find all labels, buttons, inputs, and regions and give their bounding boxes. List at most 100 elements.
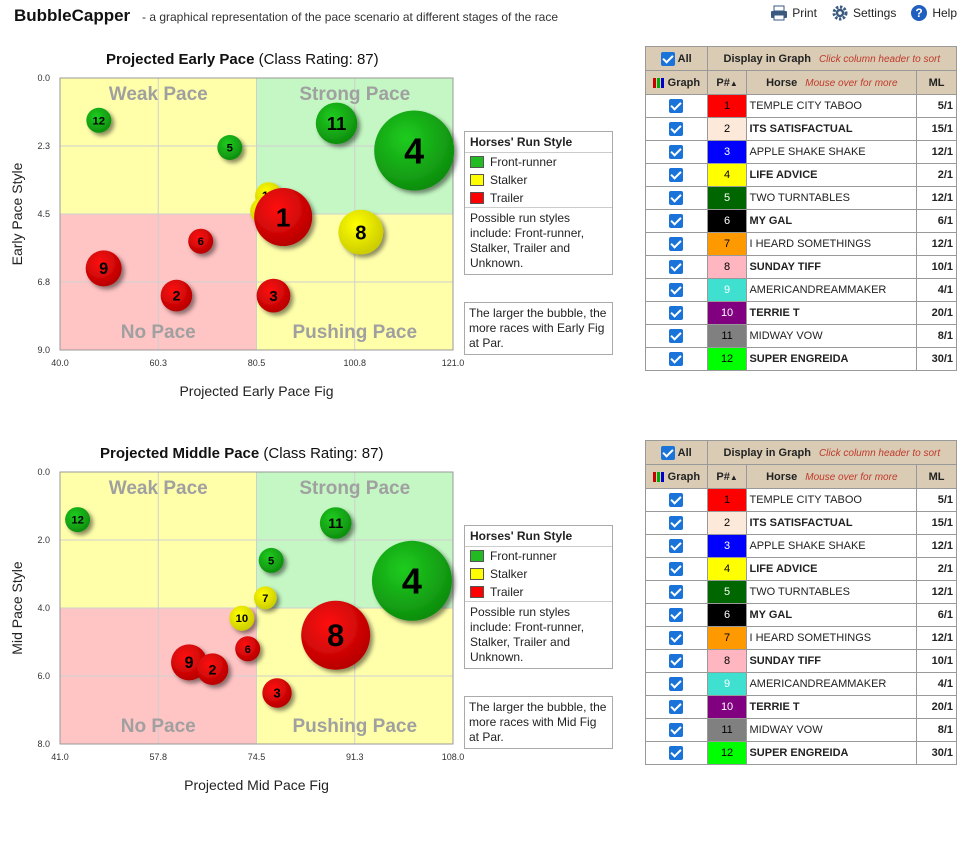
bubble-horse-9[interactable]: 9 bbox=[85, 250, 122, 287]
horse-name[interactable]: TWO TURNTABLES bbox=[746, 580, 918, 604]
bubble[interactable] bbox=[262, 678, 292, 708]
display-checkbox[interactable] bbox=[669, 99, 684, 113]
bubble-horse-3[interactable]: 3 bbox=[256, 278, 291, 313]
bubble[interactable] bbox=[338, 209, 384, 255]
horse-name[interactable]: SUNDAY TIFF bbox=[746, 649, 918, 673]
bubble-horse-5[interactable]: 5 bbox=[217, 135, 243, 161]
display-checkbox[interactable] bbox=[669, 352, 684, 366]
display-checkbox-cell[interactable] bbox=[645, 94, 708, 118]
display-checkbox[interactable] bbox=[669, 214, 684, 228]
bubble-horse-11[interactable]: 11 bbox=[315, 102, 358, 145]
bubble-horse-3[interactable]: 3 bbox=[262, 678, 292, 708]
display-checkbox-cell[interactable] bbox=[645, 626, 708, 650]
display-checkbox[interactable] bbox=[669, 723, 684, 737]
horse-name[interactable]: AMERICANDREAMMAKER bbox=[746, 278, 918, 302]
display-checkbox-cell[interactable] bbox=[645, 741, 708, 765]
display-checkbox-cell[interactable] bbox=[645, 695, 708, 719]
bubble-horse-8[interactable]: 8 bbox=[338, 209, 384, 255]
display-checkbox[interactable] bbox=[669, 562, 684, 576]
bubble-horse-2[interactable]: 2 bbox=[196, 653, 229, 685]
display-checkbox-cell[interactable] bbox=[645, 163, 708, 187]
display-checkbox-cell[interactable] bbox=[645, 301, 708, 325]
horse-column-header[interactable]: Horse Mouse over for more bbox=[746, 464, 918, 489]
bubble-horse-12[interactable]: 12 bbox=[65, 507, 91, 533]
bubble-horse-12[interactable]: 12 bbox=[86, 107, 112, 133]
bubble[interactable] bbox=[254, 188, 313, 247]
print-button[interactable]: Print bbox=[770, 4, 817, 22]
horse-name[interactable]: AMERICANDREAMMAKER bbox=[746, 672, 918, 696]
bubble[interactable] bbox=[253, 586, 277, 610]
bubble-horse-5[interactable]: 5 bbox=[258, 547, 284, 573]
help-button[interactable]: ? Help bbox=[910, 4, 957, 22]
select-all-header[interactable]: All bbox=[645, 46, 708, 71]
bubble-horse-4[interactable]: 4 bbox=[374, 110, 455, 191]
display-checkbox-cell[interactable] bbox=[645, 534, 708, 558]
bubble[interactable] bbox=[188, 228, 214, 254]
display-checkbox-cell[interactable] bbox=[645, 117, 708, 141]
display-checkbox-cell[interactable] bbox=[645, 603, 708, 627]
horse-name[interactable]: LIFE ADVICE bbox=[746, 557, 918, 581]
horse-name[interactable]: MIDWAY VOW bbox=[746, 718, 918, 742]
bubble[interactable] bbox=[85, 250, 122, 287]
display-checkbox[interactable] bbox=[669, 306, 684, 320]
display-checkbox-cell[interactable] bbox=[645, 347, 708, 371]
bubble[interactable] bbox=[229, 605, 255, 631]
display-checkbox-cell[interactable] bbox=[645, 255, 708, 279]
bubble[interactable] bbox=[258, 547, 284, 573]
select-all-checkbox[interactable] bbox=[660, 51, 675, 66]
ml-column-header[interactable]: ML bbox=[916, 70, 957, 95]
display-checkbox[interactable] bbox=[669, 329, 684, 343]
display-checkbox-cell[interactable] bbox=[645, 580, 708, 604]
display-checkbox-cell[interactable] bbox=[645, 140, 708, 164]
horse-name[interactable]: TERRIE T bbox=[746, 695, 918, 719]
display-checkbox[interactable] bbox=[669, 283, 684, 297]
display-checkbox-cell[interactable] bbox=[645, 488, 708, 512]
bubble-horse-2[interactable]: 2 bbox=[160, 279, 193, 312]
bubble-horse-1[interactable]: 1 bbox=[254, 188, 313, 247]
display-checkbox[interactable] bbox=[669, 237, 684, 251]
display-checkbox-cell[interactable] bbox=[645, 186, 708, 210]
bubble[interactable] bbox=[371, 540, 452, 621]
bubble[interactable] bbox=[160, 279, 193, 312]
display-checkbox-cell[interactable] bbox=[645, 511, 708, 535]
graph-column-header[interactable]: Graph bbox=[645, 464, 708, 489]
bubble-horse-6[interactable]: 6 bbox=[235, 636, 261, 662]
display-checkbox[interactable] bbox=[669, 631, 684, 645]
bubble[interactable] bbox=[86, 107, 112, 133]
bubble-horse-4[interactable]: 4 bbox=[371, 540, 452, 621]
display-checkbox[interactable] bbox=[669, 516, 684, 530]
display-checkbox-cell[interactable] bbox=[645, 278, 708, 302]
display-checkbox[interactable] bbox=[669, 746, 684, 760]
horse-name[interactable]: TEMPLE CITY TABOO bbox=[746, 488, 918, 512]
display-checkbox[interactable] bbox=[669, 168, 684, 182]
horse-name[interactable]: TERRIE T bbox=[746, 301, 918, 325]
display-checkbox-cell[interactable] bbox=[645, 649, 708, 673]
display-checkbox[interactable] bbox=[669, 677, 684, 691]
bubble[interactable] bbox=[65, 507, 91, 533]
bubble-horse-6[interactable]: 6 bbox=[188, 228, 214, 254]
horse-column-header[interactable]: Horse Mouse over for more bbox=[746, 70, 918, 95]
display-checkbox-cell[interactable] bbox=[645, 557, 708, 581]
pn-column-header[interactable]: P#▲ bbox=[706, 70, 748, 95]
display-checkbox[interactable] bbox=[669, 654, 684, 668]
display-checkbox[interactable] bbox=[669, 700, 684, 714]
horse-name[interactable]: SUNDAY TIFF bbox=[746, 255, 918, 279]
settings-button[interactable]: Settings bbox=[831, 4, 896, 22]
horse-name[interactable]: MY GAL bbox=[746, 209, 918, 233]
bubble[interactable] bbox=[256, 278, 291, 313]
bubble[interactable] bbox=[301, 600, 371, 670]
ml-column-header[interactable]: ML bbox=[916, 464, 957, 489]
display-checkbox[interactable] bbox=[669, 493, 684, 507]
display-checkbox-cell[interactable] bbox=[645, 324, 708, 348]
display-checkbox[interactable] bbox=[669, 260, 684, 274]
bubble[interactable] bbox=[196, 653, 229, 685]
horse-name[interactable]: TWO TURNTABLES bbox=[746, 186, 918, 210]
bubble[interactable] bbox=[217, 135, 243, 161]
bubble[interactable] bbox=[374, 110, 455, 191]
bubble-horse-8[interactable]: 8 bbox=[301, 600, 371, 670]
horse-name[interactable]: LIFE ADVICE bbox=[746, 163, 918, 187]
display-checkbox-cell[interactable] bbox=[645, 232, 708, 256]
horse-name[interactable]: MIDWAY VOW bbox=[746, 324, 918, 348]
horse-name[interactable]: SUPER ENGREIDA bbox=[746, 741, 918, 765]
display-checkbox[interactable] bbox=[669, 585, 684, 599]
